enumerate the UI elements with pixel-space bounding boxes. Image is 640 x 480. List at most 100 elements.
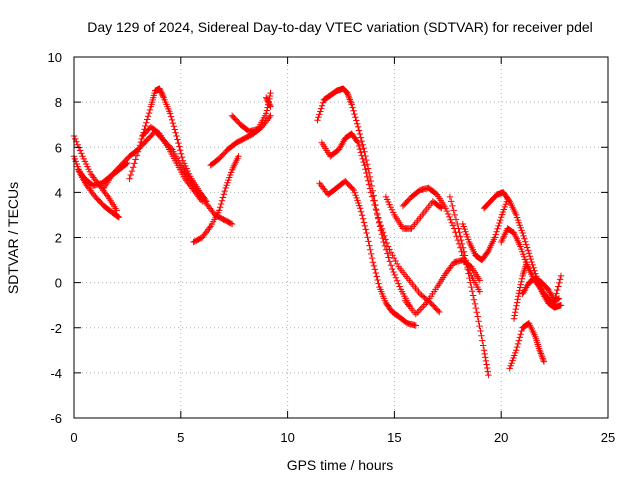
data-point <box>385 196 387 198</box>
data-point <box>335 90 338 92</box>
data-point <box>521 275 524 277</box>
data-point <box>235 141 238 144</box>
data-point <box>192 189 195 191</box>
data-point <box>502 191 505 194</box>
data-point <box>382 241 385 243</box>
data-point <box>231 223 233 225</box>
data-point <box>323 99 325 101</box>
data-point <box>547 288 549 291</box>
data-point <box>515 349 517 352</box>
data-point <box>453 261 456 264</box>
data-point <box>534 272 537 275</box>
data-point <box>385 302 387 304</box>
data-point <box>415 313 417 316</box>
data-point <box>515 214 517 216</box>
data-point <box>205 200 208 203</box>
data-point <box>350 103 353 106</box>
y-tick-label: -2 <box>50 321 62 336</box>
data-point <box>158 132 161 135</box>
series-arc-13 <box>382 193 445 232</box>
data-point <box>265 112 268 115</box>
data-point <box>350 132 353 135</box>
data-point <box>192 241 195 243</box>
y-tick-label: 2 <box>55 231 62 246</box>
series-arc-15 <box>401 256 483 318</box>
series-arc-18 <box>480 189 565 311</box>
y-axis-title: SDTVAR / TECUs <box>5 182 21 294</box>
data-point <box>440 207 443 209</box>
data-point <box>363 164 366 167</box>
data-point <box>506 227 509 230</box>
y-tick-label: 4 <box>55 185 62 200</box>
data-point <box>545 295 547 298</box>
data-point <box>83 178 86 180</box>
data-point <box>436 193 438 196</box>
chart-title: Day 129 of 2024, Sidereal Day-to-day VTE… <box>87 19 593 35</box>
data-point <box>528 281 530 284</box>
x-tick-label: 5 <box>177 430 184 445</box>
data-point <box>329 94 332 97</box>
data-point <box>365 232 368 234</box>
series-arc-16 <box>446 193 492 379</box>
data-point <box>224 187 227 189</box>
series-arc-11 <box>318 130 443 316</box>
data-point <box>387 245 389 248</box>
data-point <box>154 90 156 92</box>
data-point <box>553 299 556 302</box>
data-point <box>551 302 554 304</box>
data-point <box>115 209 118 212</box>
data-point <box>425 302 428 304</box>
data-point <box>103 205 105 207</box>
data-point <box>429 302 432 304</box>
data-point <box>391 268 394 270</box>
data-point <box>378 286 381 288</box>
data-point <box>184 178 186 180</box>
data-point <box>128 155 131 158</box>
data-point <box>519 245 522 248</box>
data-point <box>521 327 524 329</box>
data-point <box>182 160 184 162</box>
data-point <box>470 286 473 288</box>
data-point <box>344 137 347 139</box>
data-point <box>86 184 88 187</box>
data-point <box>419 189 421 191</box>
data-point <box>470 275 473 277</box>
y-tick-label: -4 <box>50 366 62 381</box>
data-point <box>397 266 400 268</box>
data-point <box>432 200 434 203</box>
data-point <box>145 139 148 142</box>
data-point <box>169 112 171 115</box>
data-point <box>397 315 400 318</box>
x-tick-label: 10 <box>280 430 294 445</box>
data-marks <box>70 85 565 379</box>
data-point <box>528 322 530 325</box>
data-point <box>92 184 94 187</box>
data-point <box>393 214 396 216</box>
data-point <box>513 317 515 320</box>
data-point <box>158 87 161 90</box>
data-point <box>378 220 381 223</box>
data-point <box>141 135 144 137</box>
data-point <box>474 254 477 257</box>
y-tick-label: 0 <box>55 276 62 291</box>
data-point <box>436 286 438 288</box>
data-point <box>538 349 541 352</box>
data-point <box>402 227 404 230</box>
series-arc-5 <box>126 85 210 205</box>
data-point <box>508 200 511 203</box>
y-tick-label: -6 <box>50 411 62 426</box>
data-point <box>419 293 421 295</box>
data-point <box>269 92 272 94</box>
x-tick-label: 25 <box>601 430 615 445</box>
data-point <box>318 182 321 185</box>
data-point <box>560 304 562 307</box>
data-point <box>487 374 490 376</box>
data-point <box>483 207 485 209</box>
series-arc-7 <box>190 153 242 246</box>
series-arc-20 <box>506 320 548 372</box>
data-point <box>94 196 97 198</box>
x-tick-label: 0 <box>70 430 77 445</box>
data-point <box>150 105 152 108</box>
data-point <box>248 130 250 133</box>
series-arc-10 <box>314 85 413 309</box>
